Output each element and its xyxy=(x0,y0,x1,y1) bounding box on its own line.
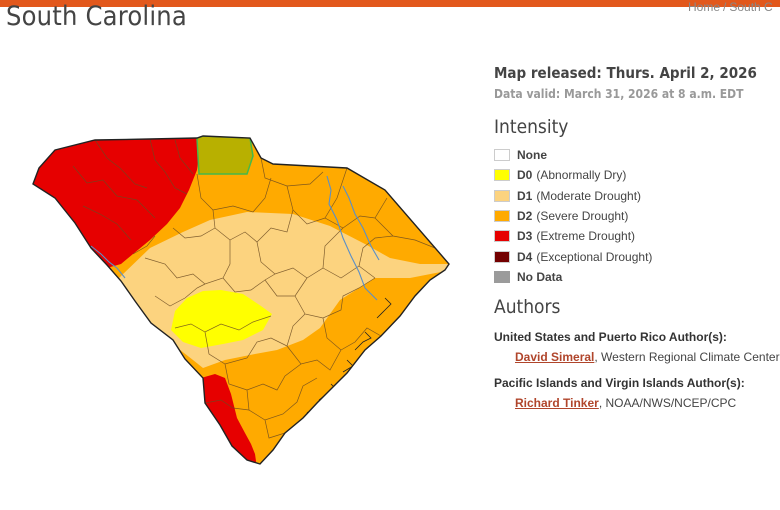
d3-northwest-layer xyxy=(33,136,203,268)
legend-swatch-d1 xyxy=(494,189,510,202)
rivers xyxy=(90,175,380,301)
legend-code: D4 xyxy=(517,249,533,264)
legend-swatch-d4 xyxy=(494,250,510,263)
author-group-label-pacific: Pacific Islands and Virgin Islands Autho… xyxy=(494,376,745,391)
page-title: South Carolina xyxy=(6,1,187,32)
intensity-heading: Intensity xyxy=(494,116,569,138)
author-entry-pacific: Richard Tinker, NOAA/NWS/NCEP/CPC xyxy=(515,395,780,411)
drought-map xyxy=(32,135,450,465)
breadcrumb-separator: / xyxy=(723,0,727,14)
legend-item-d4: D4 (Exceptional Drought) xyxy=(494,246,780,266)
legend-desc: (Severe Drought) xyxy=(536,209,629,224)
map-info-panel: Map released: Thurs. April 2, 2026 Data … xyxy=(494,62,780,411)
legend-swatch-d3 xyxy=(494,230,510,243)
legend-item-no-data: No Data xyxy=(494,267,780,287)
legend-item-d1: D1 (Moderate Drought) xyxy=(494,186,780,206)
author-link-us[interactable]: David Simeral xyxy=(515,350,595,365)
legend-swatch-none xyxy=(494,149,510,162)
author-group-label-us: United States and Puerto Rico Author(s): xyxy=(494,330,727,345)
map-released-date: Map released: Thurs. April 2, 2026 xyxy=(494,64,757,82)
legend-item-d0: D0 (Abnormally Dry) xyxy=(494,165,780,185)
author-entry-us: David Simeral, Western Regional Climate … xyxy=(515,349,780,365)
legend-code: D3 xyxy=(517,229,533,244)
legend-item-d3: D3 (Extreme Drought) xyxy=(494,226,780,246)
legend-swatch-d0 xyxy=(494,169,510,182)
breadcrumb-current: South C xyxy=(729,0,773,14)
legend-swatch-no-data xyxy=(494,270,510,283)
county-lines xyxy=(72,138,436,439)
legend-desc: (Abnormally Dry) xyxy=(536,168,627,183)
legend-item-none: None xyxy=(494,145,780,165)
legend-code: No Data xyxy=(517,269,563,284)
legend-desc: (Exceptional Drought) xyxy=(536,249,653,264)
breadcrumb: Home / South C xyxy=(688,0,773,14)
legend-code: D0 xyxy=(517,168,533,183)
legend-code: None xyxy=(517,148,547,163)
authors-heading: Authors xyxy=(494,296,561,319)
legend-desc: (Moderate Drought) xyxy=(536,188,642,203)
legend-code: D1 xyxy=(517,188,533,203)
legend-swatch-d2 xyxy=(494,210,510,223)
legend-code: D2 xyxy=(517,209,533,224)
data-valid-date: Data valid: March 31, 2026 at 8 a.m. EDT xyxy=(494,87,744,101)
author-affiliation: , Western Regional Climate Center xyxy=(594,350,780,365)
author-affiliation: , NOAA/NWS/NCEP/CPC xyxy=(598,396,737,411)
legend-desc: (Extreme Drought) xyxy=(536,229,636,244)
d0-layer xyxy=(171,290,272,348)
breadcrumb-home-link[interactable]: Home xyxy=(688,0,721,14)
intensity-legend: None D0 (Abnormally Dry) D1 (Moderate Drou… xyxy=(494,145,780,287)
north-county-box xyxy=(196,136,254,175)
author-link-pacific[interactable]: Richard Tinker xyxy=(515,396,599,411)
legend-item-d2: D2 (Severe Drought) xyxy=(494,206,780,226)
top-accent-bar xyxy=(0,0,780,7)
